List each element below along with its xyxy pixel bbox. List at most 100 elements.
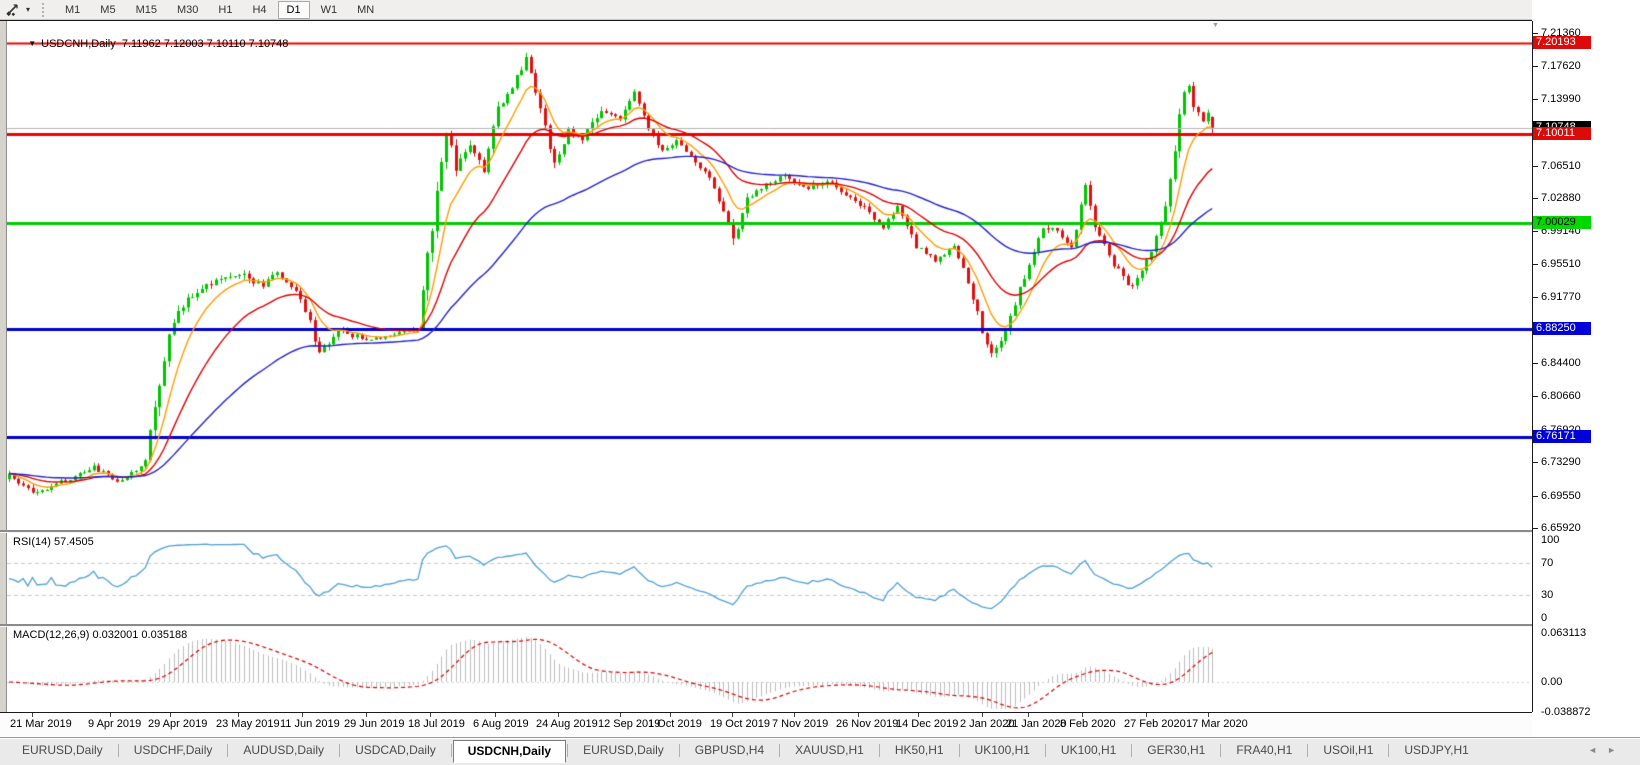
date-tick-mark: [858, 713, 859, 717]
date-label: 21 Mar 2019: [10, 718, 72, 730]
date-tick-mark: [110, 713, 111, 717]
price-level-box-resistance: 7.10011: [1533, 127, 1591, 140]
price-tick-label: 6.80660: [1541, 390, 1581, 402]
date-tick-mark: [732, 713, 733, 717]
chart-title: ▼ USDCNH,Daily 7.11962 7.12003 7.10110 7.…: [16, 26, 288, 62]
price-level-box-resistance-upper: 7.20193: [1533, 36, 1591, 49]
tab-usdcnh-daily[interactable]: USDCNH,Daily: [452, 739, 567, 763]
date-label: 29 Apr 2019: [148, 718, 208, 730]
price-tick-mark: [1533, 297, 1538, 298]
date-tick-mark: [1028, 713, 1029, 717]
tab-audusd-daily[interactable]: AUDUSD,Daily: [243, 743, 325, 757]
price-tick-label: 6.91770: [1541, 291, 1581, 303]
tab-usdcad-daily[interactable]: USDCAD,Daily: [355, 743, 436, 757]
date-tick-mark: [238, 713, 239, 717]
status-strip: [0, 763, 1640, 765]
tabs-scroll-left-icon[interactable]: ◄: [1588, 745, 1608, 755]
toolbar-grip[interactable]: [42, 2, 47, 17]
macd-tick-label: -0.038872: [1541, 706, 1591, 718]
tab-bar: EURUSD,Daily USDCHF,Daily AUDUSD,Daily USDC…: [0, 737, 1640, 763]
timeframe-button-m30[interactable]: M30: [176, 3, 199, 16]
tab-separator: [678, 744, 680, 757]
tab-gbpusd-h4[interactable]: GBPUSD,H4: [694, 743, 765, 757]
rsi-tick-label: 0: [1541, 612, 1548, 624]
window-left-border: [0, 21, 7, 737]
date-tick-mark: [670, 713, 671, 717]
price-tick-label: 7.13990: [1541, 93, 1581, 105]
tab-usdjpy-h1[interactable]: USDJPY,H1: [1404, 743, 1469, 757]
collapse-triangle-icon[interactable]: ▼: [28, 39, 37, 48]
rsi-label: RSI(14) 57.4505: [13, 536, 94, 548]
date-tick-mark: [1208, 713, 1209, 717]
trend-arrow-tool-icon[interactable]: [5, 2, 21, 17]
price-tick-label: 7.06510: [1541, 160, 1581, 172]
price-level-box-pivot: 7.00029: [1533, 216, 1591, 229]
chart-shift-marker-icon: ▼: [1212, 22, 1219, 29]
timeframe-button-mn[interactable]: MN: [357, 3, 375, 16]
tab-usdchf-daily[interactable]: USDCHF,Daily: [133, 743, 213, 757]
tab-uk100-h1[interactable]: UK100,H1: [1060, 743, 1117, 757]
date-tick-mark: [32, 713, 33, 717]
date-label: 26 Nov 2019: [836, 718, 899, 730]
price-tick-mark: [1533, 363, 1538, 364]
price-tick-label: 7.02880: [1541, 192, 1581, 204]
price-tick-label: 6.84400: [1541, 357, 1581, 369]
macd-tick-label: 0.00: [1541, 676, 1563, 688]
date-tick-mark: [366, 713, 367, 717]
date-label: 8 Feb 2020: [1060, 718, 1116, 730]
date-tick-mark: [620, 713, 621, 717]
tab-separator: [117, 744, 119, 757]
date-label: 21 Jan 2020: [1006, 718, 1067, 730]
macd-canvas[interactable]: [7, 626, 1532, 712]
tab-separator: [1307, 744, 1309, 757]
tab-uk100-h1[interactable]: UK100,H1: [974, 743, 1030, 757]
date-label: 6 Aug 2019: [473, 718, 529, 730]
price-tick-mark: [1533, 396, 1538, 397]
dropdown-arrow-icon[interactable]: ▾: [26, 5, 31, 14]
tab-usoil-h1[interactable]: USOil,H1: [1323, 743, 1374, 757]
timeframe-button-h4[interactable]: H4: [252, 3, 267, 16]
tab-fra40-h1[interactable]: FRA40,H1: [1236, 743, 1293, 757]
tab-separator: [227, 744, 229, 757]
tabs-scroll-right-icon[interactable]: ►: [1607, 745, 1626, 755]
tab-ger30-h1[interactable]: GER30,H1: [1147, 743, 1206, 757]
price-axis[interactable]: 7.21360 7.17620 7.13990 7.06510 7.02880 6.991…: [1532, 0, 1640, 737]
date-label: 29 Jun 2019: [344, 718, 405, 730]
price-tick-mark: [1533, 33, 1538, 34]
tab-separator: [1388, 744, 1390, 757]
price-level-box-support: 6.88250: [1533, 322, 1591, 335]
price-tick-mark: [1533, 66, 1538, 67]
date-tick-mark: [430, 713, 431, 717]
price-tick-mark: [1533, 528, 1538, 529]
date-label: 11 Jun 2019: [280, 718, 340, 730]
date-tick-mark: [558, 713, 559, 717]
date-tick-mark: [302, 713, 303, 717]
price-tick-mark: [1533, 264, 1538, 265]
tab-separator: [1044, 744, 1046, 757]
tab-xauusd-h1[interactable]: XAUUSD,H1: [795, 743, 864, 757]
price-canvas[interactable]: [7, 21, 1532, 530]
axis-line: [1532, 21, 1533, 712]
date-label: 9 Apr 2019: [88, 718, 142, 730]
tab-hk50-h1[interactable]: HK50,H1: [894, 743, 944, 757]
tab-separator: [958, 744, 960, 757]
price-tick-mark: [1533, 166, 1538, 167]
tab-separator: [1131, 744, 1133, 757]
timeframe-button-m15[interactable]: M15: [135, 3, 157, 16]
timeframe-button-m1[interactable]: M1: [65, 3, 81, 16]
timeframe-button-h1[interactable]: H1: [218, 3, 233, 16]
time-axis-border: [0, 712, 1640, 713]
rsi-canvas[interactable]: [7, 532, 1532, 624]
price-tick-mark: [1533, 231, 1538, 232]
date-axis[interactable]: 21 Mar 2019 9 Apr 2019 29 Apr 2019 23 May 2…: [0, 713, 1640, 737]
timeframe-button-w1[interactable]: W1: [320, 3, 338, 16]
date-label: 14 Dec 2019: [896, 718, 959, 730]
date-label: 1 Oct 2019: [648, 718, 702, 730]
chart-title-text: USDCNH,Daily 7.11962 7.12003 7.10110 7.1…: [41, 38, 289, 50]
tab-eurusd-daily[interactable]: EURUSD,Daily: [22, 743, 103, 757]
tab-eurusd-daily[interactable]: EURUSD,Daily: [583, 743, 664, 757]
timeframe-button-m5[interactable]: M5: [100, 3, 116, 16]
timeframe-button-d1[interactable]: D1: [277, 0, 310, 19]
price-tick-label: 7.17620: [1541, 60, 1581, 72]
